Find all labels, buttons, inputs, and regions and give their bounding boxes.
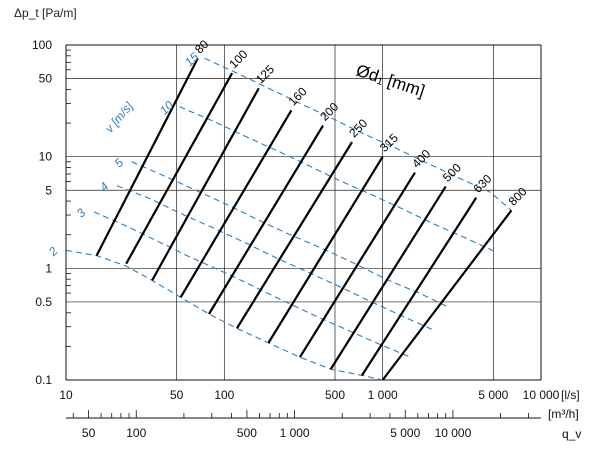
x2-tick-label: 50 xyxy=(82,426,96,440)
x-tick-label: 5 000 xyxy=(478,388,508,402)
diameter-label-800: 800 xyxy=(506,184,530,208)
diameter-line-200 xyxy=(208,124,324,315)
diameter-line-630 xyxy=(361,197,478,376)
x2-tick-label: 10 000 xyxy=(435,426,472,440)
diameter-label-400: 400 xyxy=(409,146,433,170)
x-unit-primary: [l/s] xyxy=(561,388,580,402)
y-tick-label: 1 xyxy=(45,261,52,275)
secondary-x-axis: 50 100 500 1 000 5 000 10 000 [m³/h] q_v xyxy=(66,407,581,441)
diameter-line-160 xyxy=(179,109,293,298)
diameter-label-160: 160 xyxy=(286,84,310,108)
diameter-label-125: 125 xyxy=(253,62,277,86)
diameter-line-100 xyxy=(125,72,234,265)
x-tick-label: 1 000 xyxy=(368,388,398,402)
diameter-line-125 xyxy=(151,87,260,281)
x-tick-label: 500 xyxy=(325,388,345,402)
y-tick-label: 5 xyxy=(45,183,52,197)
velocity-line-2 xyxy=(65,249,383,381)
velocity-label-2: 2 xyxy=(45,244,61,260)
diameter-label-250: 250 xyxy=(346,116,370,140)
velocity-label-4: 4 xyxy=(97,179,112,194)
diameter-label-500: 500 xyxy=(440,160,464,184)
x-tick-label: 10 xyxy=(59,388,73,402)
x2-tick-label: 1 000 xyxy=(280,426,310,440)
y-tick-label: 0.1 xyxy=(35,373,52,387)
velocity-lines xyxy=(65,57,512,381)
velocity-line-10 xyxy=(179,106,497,253)
diameter-line-500 xyxy=(329,185,447,370)
y-tick-label: 10 xyxy=(39,150,53,164)
x2-tick-label: 5 000 xyxy=(390,426,420,440)
diameter-line-80 xyxy=(95,57,199,257)
velocity-label-5: 5 xyxy=(112,155,127,170)
diameter-label-100: 100 xyxy=(226,47,250,71)
velocity-label-10: 10 xyxy=(157,98,177,118)
y-tick-label: 50 xyxy=(39,72,53,86)
diameter-lines xyxy=(95,57,513,381)
diameter-title: Ød₁ [mm] xyxy=(354,61,427,101)
y-axis-label-text: Δp_t [Pa/m] xyxy=(14,6,77,20)
velocity-line-15 xyxy=(204,57,512,211)
x2-tick-label: 500 xyxy=(237,426,257,440)
diameter-label-315: 315 xyxy=(377,131,401,155)
velocity-line-4 xyxy=(116,185,434,331)
y-tick-label: 0.5 xyxy=(35,295,52,309)
plot-frame xyxy=(65,44,542,381)
velocity-line-5 xyxy=(131,161,449,308)
velocity-label-3: 3 xyxy=(74,206,89,221)
diameter-line-800 xyxy=(381,209,513,381)
x-axis-label: q_v xyxy=(562,427,581,441)
x-unit-secondary: [m³/h] xyxy=(548,407,579,421)
velocity-title: v [m/s] xyxy=(102,99,136,136)
x-tick-label: 50 xyxy=(170,388,184,402)
y-axis-label: Δp_t [Pa/m] xyxy=(14,6,77,20)
diameter-label-630: 630 xyxy=(470,171,494,195)
diameter-label-200: 200 xyxy=(317,99,341,123)
y-tick-label: 100 xyxy=(32,38,52,52)
x-tick-label: 10 000 xyxy=(523,388,560,402)
x-tick-label: 100 xyxy=(214,388,234,402)
diameter-line-250 xyxy=(235,141,353,329)
diameter-line-315 xyxy=(267,156,384,344)
velocity-line-3 xyxy=(93,211,411,358)
x2-tick-label: 100 xyxy=(126,426,146,440)
diameter-line-400 xyxy=(298,172,416,358)
